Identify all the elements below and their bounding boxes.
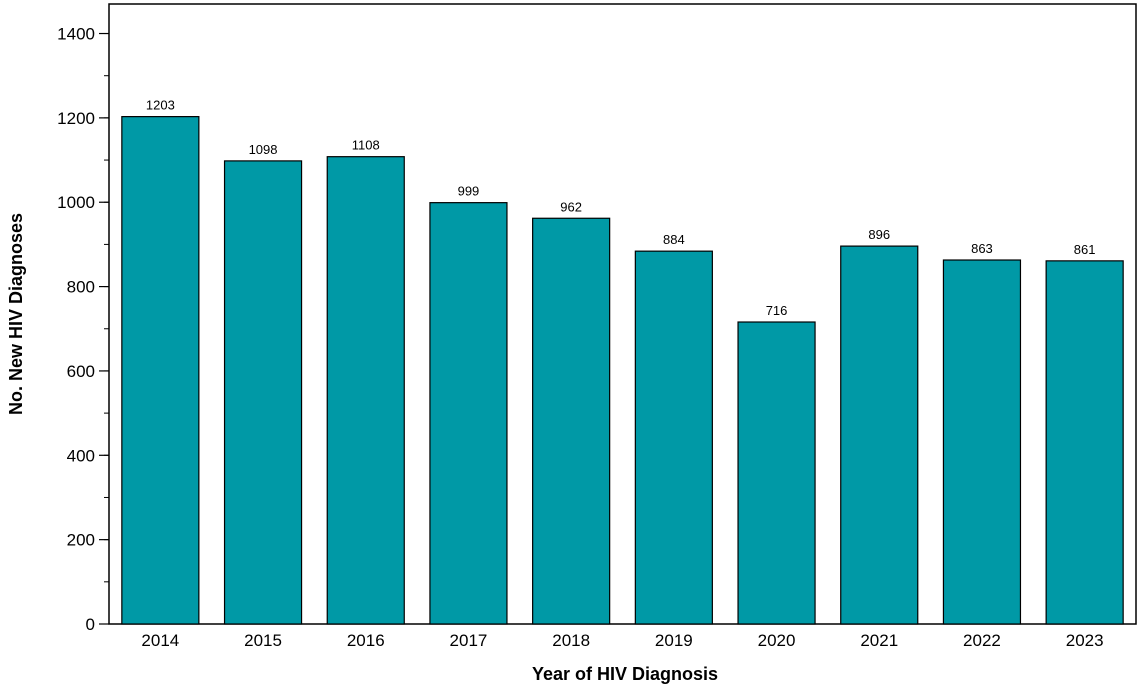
plot-frame [108,3,1137,625]
bar [737,321,816,625]
x-tick-label: 2017 [450,631,488,650]
x-tick-label: 2022 [963,631,1001,650]
bar-value-label: 884 [663,232,685,247]
bar-value-label: 1203 [146,98,175,113]
bar [121,116,200,625]
bar-value-label: 962 [560,199,582,214]
bar [942,259,1022,625]
bar [634,250,713,625]
bar-value-label: 1098 [249,142,278,157]
bar [840,245,919,625]
y-tick-label: 0 [86,615,95,634]
x-tick-label: 2015 [244,631,282,650]
data-labels: 1203 1098 1108 999 962 884 716 896 863 861 [146,98,1096,318]
bar [532,217,611,625]
y-tick-label: 400 [67,446,95,465]
x-axis-title: Year of HIV Diagnosis [532,664,718,684]
bar-value-label: 716 [766,303,788,318]
x-tick-label: 2020 [758,631,796,650]
y-tick-label: 1000 [57,193,95,212]
y-axis-ticks [99,32,109,625]
bar-value-label: 896 [868,227,890,242]
bar-value-label: 1108 [352,138,380,153]
y-tick-label: 600 [67,362,95,381]
bar [326,156,405,625]
x-tick-label: 2014 [141,631,179,650]
x-tick-label: 2023 [1066,631,1104,650]
bar [1045,260,1124,625]
y-axis-title: No. New HIV Diagnoses [6,213,26,415]
x-axis-tick-labels: 2014 2015 2016 2017 2018 2019 2020 2021 2022 2023 [141,631,1103,650]
bar-value-label: 861 [1074,242,1096,257]
y-tick-label: 800 [67,278,95,297]
y-tick-label: 1200 [57,109,95,128]
x-tick-label: 2018 [552,631,590,650]
x-tick-label: 2016 [347,631,385,650]
bar-value-label: 863 [971,241,993,256]
bars [121,116,1124,625]
bar [429,202,508,625]
y-axis-tick-labels: 0 200 400 600 800 1000 1200 1400 [57,25,95,634]
y-tick-label: 1400 [57,25,95,44]
x-tick-label: 2019 [655,631,693,650]
x-tick-label: 2021 [860,631,898,650]
bar [223,160,303,625]
y-tick-label: 200 [67,531,95,550]
bar-value-label: 999 [458,184,480,199]
